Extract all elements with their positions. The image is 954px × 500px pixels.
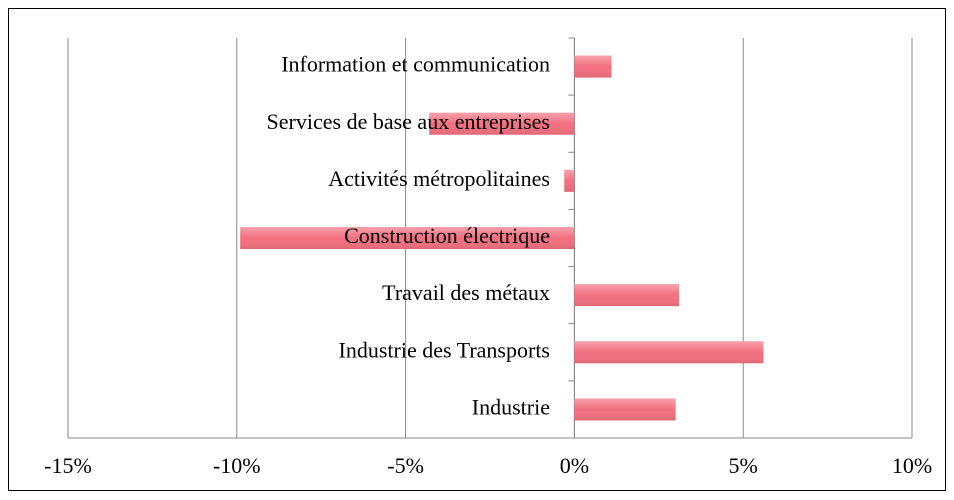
y-tick-label: Industrie des Transports — [339, 337, 550, 362]
bar-shine — [240, 227, 575, 249]
y-tick-label: Construction électrique — [344, 223, 550, 248]
chart-border — [8, 8, 946, 491]
x-tick-label: 0% — [560, 453, 589, 478]
bar-shine — [574, 398, 676, 421]
y-tick-label: Activités métropolitaines — [328, 166, 550, 191]
bar-shine — [574, 341, 764, 364]
bar-shine — [574, 284, 680, 307]
y-tick-label: Travail des métaux — [382, 280, 550, 305]
y-tick-label: Industrie — [472, 394, 550, 419]
x-tick-label: -15% — [44, 453, 92, 478]
bar-shine — [429, 112, 575, 135]
bar-shine — [574, 55, 612, 78]
y-tick-label: Information et communication — [281, 52, 550, 77]
x-tick-label: -10% — [213, 453, 261, 478]
x-tick-label: 10% — [892, 453, 932, 478]
x-tick-label: 5% — [729, 453, 758, 478]
y-tick-label: Services de base aux entreprises — [267, 109, 550, 134]
x-tick-label: -5% — [387, 453, 424, 478]
bar-shine — [564, 169, 575, 192]
